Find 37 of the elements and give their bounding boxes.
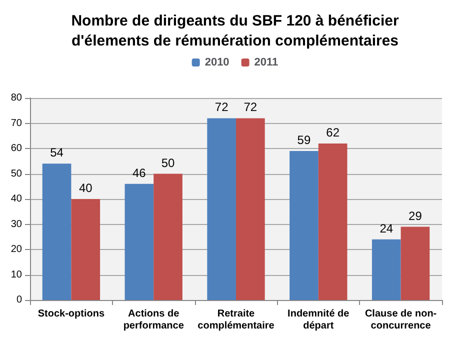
y-tick-label: 50: [10, 168, 22, 180]
data-label: 24: [380, 221, 394, 236]
x-tick-label: Clause de non- concurrence: [364, 308, 437, 332]
bar: [236, 118, 265, 300]
y-tick-label: 0: [16, 294, 22, 306]
bar: [372, 239, 401, 300]
data-label: 54: [50, 146, 64, 160]
chart-title: Nombre de dirigeants du SBF 120 à bénéficier d'élements de rémunération complémentaires: [71, 12, 399, 50]
data-label: 72: [214, 100, 229, 114]
bar: [71, 199, 100, 300]
y-tick-label: 80: [10, 92, 22, 104]
bar: [124, 184, 154, 300]
x-tick-label: Actions de performance: [123, 308, 184, 332]
data-label: 62: [326, 125, 340, 140]
y-tick-label: 20: [10, 244, 22, 255]
bar: [318, 143, 348, 300]
data-label: 46: [132, 166, 146, 180]
bar: [400, 226, 430, 300]
x-tick-label: Indemnité de départ: [288, 308, 350, 332]
data-label: 29: [408, 208, 422, 223]
bar: [207, 118, 236, 300]
bar: [290, 151, 318, 300]
legend-label: 2011: [254, 56, 278, 68]
data-label: 72: [244, 100, 258, 114]
y-tick-label: 40: [10, 194, 22, 204]
x-tick-label: Stock-options: [38, 308, 105, 320]
legend-label: 2010: [204, 56, 230, 68]
x-tick-label: Retraite complémentaire: [198, 308, 275, 332]
data-label: 59: [297, 133, 311, 148]
y-tick-label: 70: [10, 118, 22, 129]
data-label: 40: [78, 181, 93, 195]
bar: [154, 174, 182, 300]
y-tick-label: 30: [10, 218, 22, 230]
y-tick-label: 60: [10, 143, 22, 154]
data-label: 50: [161, 156, 176, 170]
bar: [42, 164, 72, 300]
y-tick-label: 10: [10, 269, 22, 280]
